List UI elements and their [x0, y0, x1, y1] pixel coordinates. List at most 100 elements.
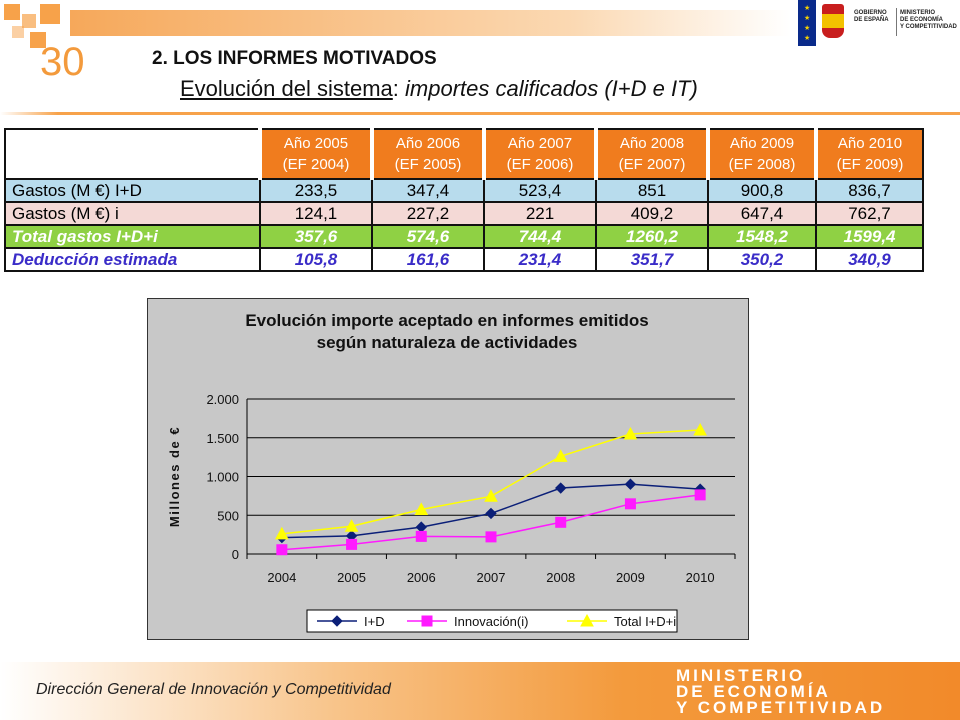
col-header: Año 2009 (EF 2008) — [706, 128, 817, 180]
data-point-1 — [555, 516, 567, 528]
row-label: Deducción estimada — [4, 247, 261, 272]
government-logo: ★ ★ ★ ★ GOBIERNO DE ESPAÑA MINISTERIO DE ECON… — [798, 0, 960, 46]
table-header-row: Año 2005 (EF 2004) Año 2006 (EF 2005) Año … — [4, 128, 924, 180]
line-chart: 0 500 1.000 1.500 2.000 2004 2005 2006 2007 2008 2… — [167, 392, 736, 633]
decor-square — [4, 4, 20, 20]
decor-square — [40, 4, 60, 24]
data-point-2 — [344, 519, 359, 532]
table-row: Gastos (M €) I+D 233,5 347,4 523,4 851 9… — [4, 178, 924, 203]
table-cell: 409,2 — [595, 201, 709, 226]
slide-subtitle: Evolución del sistema: importes califica… — [180, 76, 698, 102]
table-cell: 124,1 — [259, 201, 373, 226]
x-tick-label: 2007 — [477, 570, 506, 585]
table-cell: 836,7 — [815, 178, 924, 203]
x-tick-label: 2010 — [686, 570, 715, 585]
x-tick-label: 2009 — [616, 570, 645, 585]
data-point-1 — [624, 498, 636, 510]
table-cell: 900,8 — [707, 178, 817, 203]
table-cell: 350,2 — [707, 247, 817, 272]
table-cell: 523,4 — [483, 178, 597, 203]
data-point-0 — [555, 482, 567, 494]
table-cell: 221 — [483, 201, 597, 226]
col-header: Año 2007 (EF 2006) — [482, 128, 597, 180]
row-label: Total gastos I+D+i — [4, 224, 261, 249]
data-point-1 — [415, 530, 427, 542]
data-point-2 — [553, 449, 568, 462]
table-cell: 233,5 — [259, 178, 373, 203]
coat-of-arms-icon — [822, 4, 844, 38]
legend-label: Innovación(i) — [454, 614, 528, 629]
data-point-2 — [414, 502, 429, 515]
table-cell: 851 — [595, 178, 709, 203]
legend-marker-2 — [580, 613, 594, 627]
legend-label: Total I+D+i — [614, 614, 676, 629]
legend-marker-0 — [331, 615, 343, 627]
col-header: Año 2005 (EF 2004) — [258, 128, 373, 180]
table-cell: 647,4 — [707, 201, 817, 226]
data-point-0 — [485, 507, 497, 520]
table-cell: 351,7 — [595, 247, 709, 272]
col-header: Año 2008 (EF 2007) — [594, 128, 709, 180]
y-tick-label: 2.000 — [206, 392, 239, 407]
y-tick-label: 0 — [232, 547, 239, 562]
decor-square — [30, 32, 46, 48]
table-cell: 340,9 — [815, 247, 924, 272]
chart-title: Evolución importe aceptado en informes e… — [245, 311, 649, 352]
eu-flag-strip: ★ ★ ★ ★ — [798, 0, 816, 46]
expenses-table: Año 2005 (EF 2004) Año 2006 (EF 2005) Año … — [4, 128, 924, 272]
ministry-text: MINISTERIO DE ECONOMÍA Y COMPETITIVIDAD — [900, 10, 957, 30]
row-label: Gastos (M €) i — [4, 201, 261, 226]
table-cell: 347,4 — [371, 178, 485, 203]
ministry-wordmark: MINISTERIO DE ECONOMÍA Y COMPETITIVIDAD — [676, 666, 886, 717]
col-header: Año 2006 (EF 2005) — [370, 128, 485, 180]
y-axis-label: Millones de € — [167, 426, 182, 527]
x-tick-label: 2008 — [546, 570, 575, 585]
table-row: Gastos (M €) i 124,1 227,2 221 409,2 647… — [4, 201, 924, 226]
x-tick-label: 2004 — [267, 570, 296, 585]
table-cell: 762,7 — [815, 201, 924, 226]
col-header: Año 2010 (EF 2009) — [814, 128, 924, 180]
data-point-1 — [276, 544, 288, 556]
decor-square — [22, 14, 36, 28]
table-cell: 744,4 — [483, 224, 597, 249]
decor-square — [12, 26, 24, 38]
data-point-2 — [623, 426, 638, 440]
table-cell: 1548,2 — [707, 224, 817, 249]
data-point-2 — [484, 489, 498, 502]
table-corner — [4, 128, 261, 180]
y-tick-label: 1.000 — [206, 470, 239, 485]
data-point-2 — [693, 423, 707, 436]
data-point-2 — [275, 526, 289, 540]
legend-label: I+D — [364, 614, 385, 629]
data-point-1 — [694, 489, 706, 501]
section-heading: 2. LOS INFORMES MOTIVADOS — [152, 48, 437, 69]
table-cell: 231,4 — [483, 247, 597, 272]
header-band — [70, 10, 790, 36]
slide-number: 30 — [40, 40, 85, 84]
x-tick-label: 2006 — [407, 570, 436, 585]
table-row: Total gastos I+D+i 357,6 574,6 744,4 126… — [4, 224, 924, 249]
subtitle-italic: importes calificados (I+D e IT) — [405, 76, 698, 101]
table-cell: 357,6 — [259, 224, 373, 249]
table-cell: 1599,4 — [815, 224, 924, 249]
table-row: Deducción estimada 105,8 161,6 231,4 351… — [4, 247, 924, 272]
y-tick-label: 1.500 — [206, 431, 239, 446]
table-cell: 227,2 — [371, 201, 485, 226]
data-point-1 — [485, 531, 497, 543]
subtitle-underlined: Evolución del sistema — [180, 76, 393, 101]
x-tick-label: 2005 — [337, 570, 366, 585]
y-tick-label: 500 — [217, 508, 239, 523]
subtitle-colon: : — [392, 76, 406, 101]
gov-text: GOBIERNO DE ESPAÑA — [854, 10, 889, 23]
footer-band — [0, 662, 960, 720]
gov-divider — [896, 8, 897, 36]
table-cell: 161,6 — [371, 247, 485, 272]
table-cell: 105,8 — [259, 247, 373, 272]
footer-text: Dirección General de Innovación y Compet… — [36, 681, 391, 698]
legend-marker-1 — [421, 615, 433, 627]
header-rule — [0, 112, 960, 115]
row-label: Gastos (M €) I+D — [4, 178, 261, 203]
data-point-0 — [624, 478, 637, 490]
data-point-1 — [346, 538, 358, 550]
table-cell: 574,6 — [371, 224, 485, 249]
